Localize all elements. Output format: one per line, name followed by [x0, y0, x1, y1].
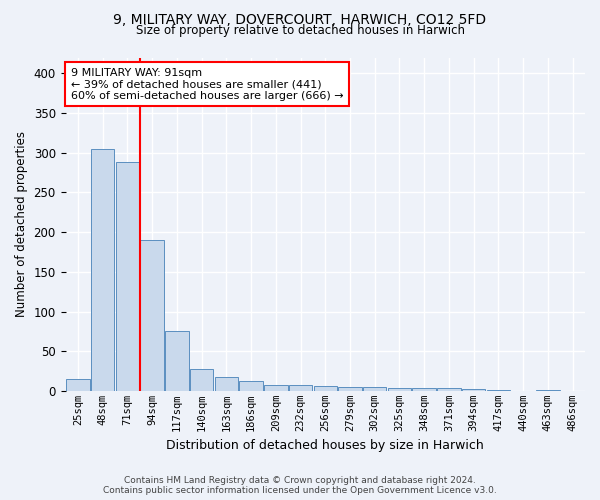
Y-axis label: Number of detached properties: Number of detached properties [15, 131, 28, 317]
Bar [66, 379, 89, 391]
Text: 9 MILITARY WAY: 91sqm
← 39% of detached houses are smaller (441)
60% of semi-det: 9 MILITARY WAY: 91sqm ← 39% of detached … [71, 68, 343, 100]
Bar [165, 332, 188, 391]
Bar [140, 240, 164, 391]
Bar [314, 386, 337, 391]
Bar [91, 149, 115, 391]
Bar [338, 387, 362, 391]
Bar [116, 162, 139, 391]
Bar [190, 368, 214, 391]
Bar [536, 390, 560, 391]
Bar [437, 388, 461, 391]
Bar [215, 376, 238, 391]
Bar [289, 384, 312, 391]
X-axis label: Distribution of detached houses by size in Harwich: Distribution of detached houses by size … [166, 440, 484, 452]
Bar [239, 382, 263, 391]
Text: Contains HM Land Registry data © Crown copyright and database right 2024.
Contai: Contains HM Land Registry data © Crown c… [103, 476, 497, 495]
Text: 9, MILITARY WAY, DOVERCOURT, HARWICH, CO12 5FD: 9, MILITARY WAY, DOVERCOURT, HARWICH, CO… [113, 12, 487, 26]
Text: Size of property relative to detached houses in Harwich: Size of property relative to detached ho… [136, 24, 464, 37]
Bar [363, 387, 386, 391]
Bar [264, 384, 287, 391]
Bar [388, 388, 411, 391]
Bar [462, 390, 485, 391]
Bar [487, 390, 510, 391]
Bar [412, 388, 436, 391]
